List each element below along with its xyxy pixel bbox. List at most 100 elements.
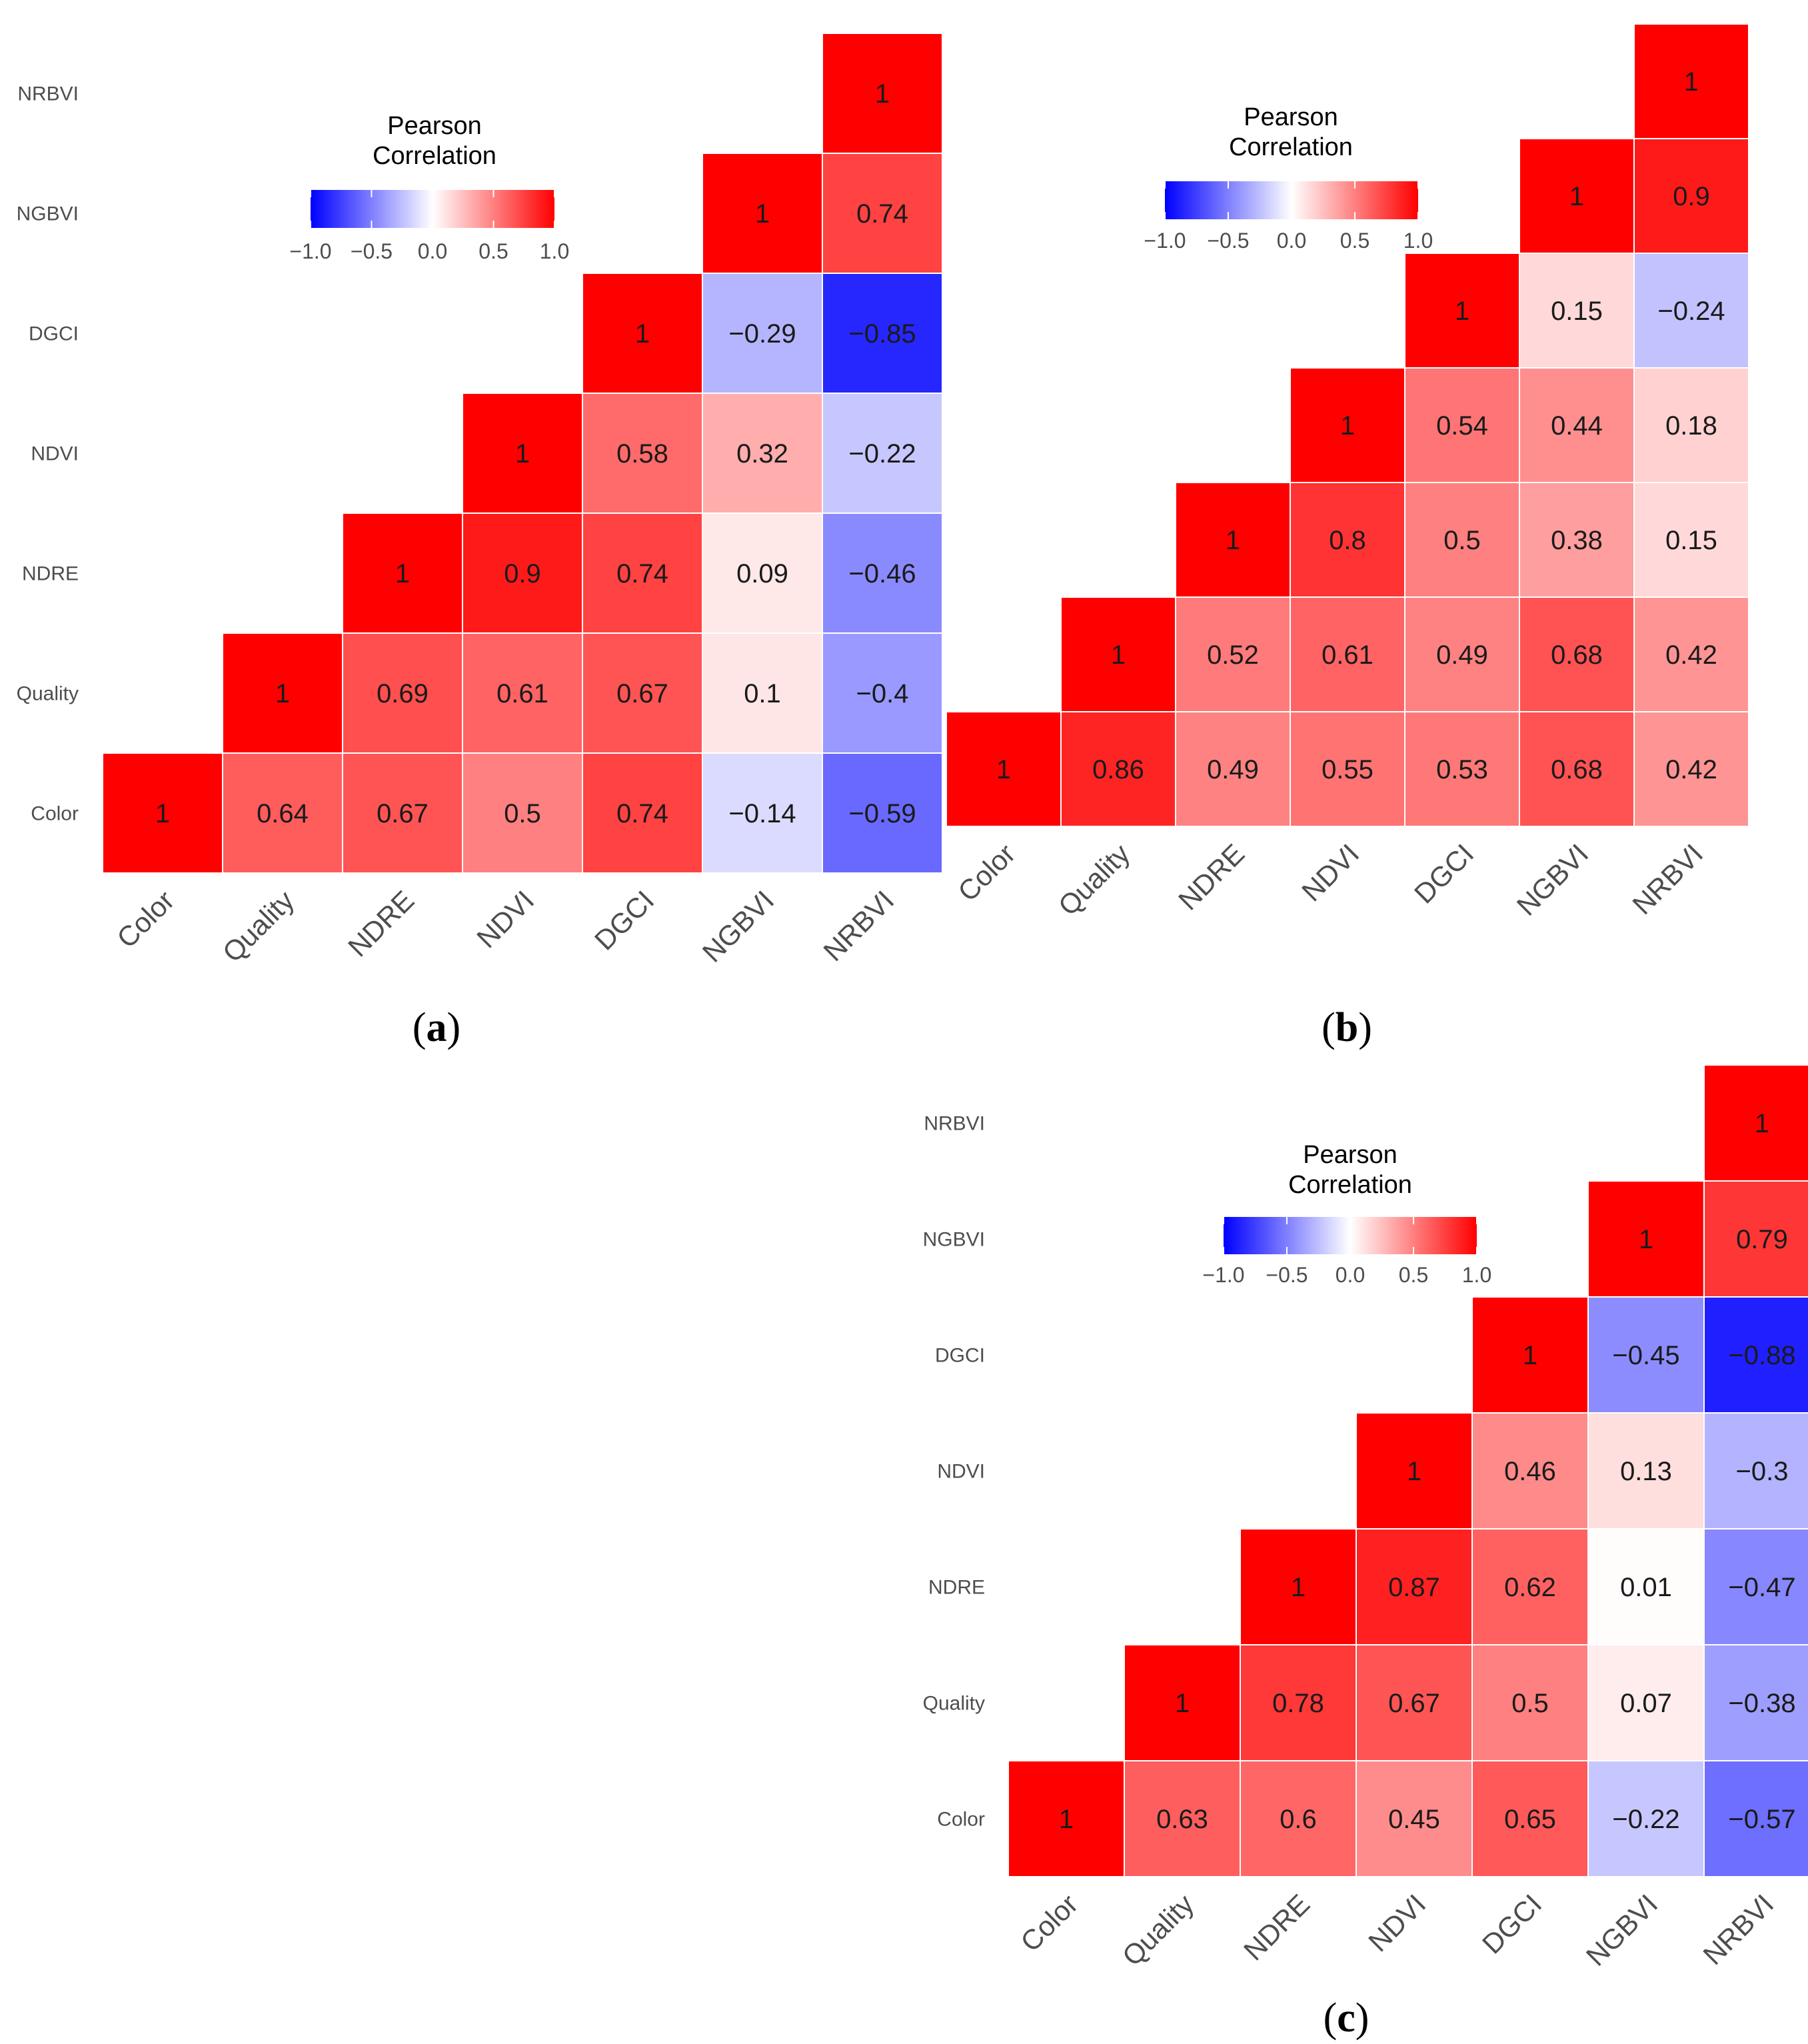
cell-value-label: 0.5 xyxy=(1443,526,1481,555)
y-axis-label: NDVI xyxy=(937,1461,985,1483)
x-axis-label: NDRE xyxy=(1172,838,1250,916)
heatmap-cell xyxy=(1519,482,1635,598)
legend-tick-label: 0.5 xyxy=(1340,229,1369,253)
cell-value-label: 1 xyxy=(515,439,530,469)
heatmap-cell xyxy=(1124,1760,1241,1877)
cell-value-label: 0.07 xyxy=(1620,1689,1672,1718)
x-axis-label: DGCI xyxy=(1476,1888,1547,1959)
y-axis-label: Color xyxy=(31,803,79,825)
heatmap-cell xyxy=(1633,367,1749,483)
cell-value-label: 0.52 xyxy=(1207,640,1259,670)
legend-tick-label: −0.5 xyxy=(1266,1263,1308,1287)
heatmap-cell xyxy=(462,752,583,874)
cell-value-label: 0.49 xyxy=(1436,640,1488,670)
heatmap-cell xyxy=(1703,1528,1808,1645)
legend-tick-label: 1.0 xyxy=(540,239,569,263)
cell-value-label: 0.49 xyxy=(1207,755,1259,784)
cell-value-label: 0.42 xyxy=(1665,755,1717,784)
heatmap-cell xyxy=(702,393,823,514)
cell-value-label: 1 xyxy=(1523,1341,1537,1370)
heatmap-cell xyxy=(1633,711,1749,827)
legend-title: Correlation xyxy=(373,142,496,170)
cell-value-label: −0.47 xyxy=(1728,1573,1795,1602)
heatmap-cell xyxy=(1703,1644,1808,1761)
x-axis-label: NDVI xyxy=(1296,838,1365,907)
heatmap-cell xyxy=(1290,482,1405,598)
cell-value-label: 1 xyxy=(1407,1457,1421,1486)
heatmap-cell xyxy=(1240,1644,1357,1761)
cell-value-label: 0.09 xyxy=(736,559,788,588)
heatmap-cell xyxy=(1404,482,1520,598)
cell-value-label: 0.46 xyxy=(1504,1457,1556,1486)
x-axis-label: Quality xyxy=(1052,838,1136,922)
cell-value-label: 0.6 xyxy=(1280,1805,1317,1834)
cell-value-label: 1 xyxy=(1455,297,1469,326)
heatmap-cell xyxy=(1471,1528,1589,1645)
y-axis-label: NRBVI xyxy=(17,83,79,105)
heatmap-cell xyxy=(1703,1180,1808,1298)
heatmap-cell xyxy=(702,512,823,634)
heatmap-cell xyxy=(1290,367,1405,483)
heatmap-cell xyxy=(1587,1296,1705,1414)
cell-value-label: 0.78 xyxy=(1272,1689,1324,1718)
heatmap-cell xyxy=(822,153,943,274)
cell-value-label: 0.68 xyxy=(1551,755,1603,784)
y-axis-label: NDRE xyxy=(928,1577,985,1599)
x-axis-label: Color xyxy=(952,838,1021,907)
x-axis-label: DGCI xyxy=(1408,838,1479,909)
x-axis-label: NRBVI xyxy=(1626,838,1709,920)
heatmap-cell xyxy=(1471,1412,1589,1530)
heatmap-cell xyxy=(1124,1644,1241,1761)
cell-value-label: −0.24 xyxy=(1657,297,1725,326)
cell-value-label: 0.55 xyxy=(1322,755,1373,784)
cell-value-label: −0.22 xyxy=(848,439,916,469)
heatmap-cell xyxy=(822,632,943,754)
cell-value-label: 1 xyxy=(275,679,290,708)
x-axis-label: Quality xyxy=(1116,1888,1200,1972)
cell-value-label: 0.18 xyxy=(1665,411,1717,441)
cell-value-label: −0.4 xyxy=(856,679,909,708)
cell-value-label: −0.88 xyxy=(1728,1341,1795,1370)
cell-value-label: 0.64 xyxy=(257,799,309,828)
cell-value-label: −0.45 xyxy=(1612,1341,1679,1370)
y-axis-label: NDVI xyxy=(31,443,79,465)
cell-value-label: 0.68 xyxy=(1551,640,1603,670)
legend-tick-label: −1.0 xyxy=(1202,1263,1244,1287)
heatmap-cell xyxy=(462,632,583,754)
cell-value-label: 0.5 xyxy=(504,799,541,828)
cell-value-label: −0.3 xyxy=(1736,1457,1789,1486)
heatmap-cell xyxy=(1175,596,1291,712)
heatmap-cell xyxy=(582,752,703,874)
cell-value-label: −0.59 xyxy=(848,799,916,828)
cell-value-label: 0.13 xyxy=(1620,1457,1672,1486)
cell-value-label: 1 xyxy=(996,755,1011,784)
heatmap-cell xyxy=(1175,482,1291,598)
heatmap-cell xyxy=(582,273,703,394)
x-axis-label: Color xyxy=(1014,1888,1084,1957)
x-axis-label: Quality xyxy=(217,884,301,968)
cell-value-label: 0.79 xyxy=(1736,1225,1788,1254)
x-axis-label: NGBVI xyxy=(696,884,780,968)
cell-value-label: 0.54 xyxy=(1436,411,1488,441)
y-axis-label: NDRE xyxy=(22,563,79,585)
x-axis-label: DGCI xyxy=(588,884,660,956)
legend-tick-label: −1.0 xyxy=(1144,229,1186,253)
heatmap-cell xyxy=(1404,711,1520,827)
heatmap-cell xyxy=(822,512,943,634)
cell-value-label: 1 xyxy=(1175,1689,1190,1718)
heatmap-cell xyxy=(1404,253,1520,369)
cell-value-label: −0.46 xyxy=(848,559,916,588)
heatmap-cell xyxy=(1519,253,1635,369)
cell-value-label: 1 xyxy=(1684,67,1699,97)
x-axis-label: NGBVI xyxy=(1511,838,1595,922)
heatmap-cell xyxy=(1404,596,1520,712)
legend-title: Pearson xyxy=(1244,103,1338,131)
legend-tick-label: −1.0 xyxy=(289,239,331,263)
panel-c: 1 0.63 0.6 0.45 0.65 −0.22 −0.57 1 0.78 0.67 0.5 0.… xyxy=(923,1064,1808,1972)
heatmap-cell xyxy=(102,752,223,874)
x-axis-label: NGBVI xyxy=(1580,1888,1664,1972)
legend-tick-label: 1.0 xyxy=(1403,229,1433,253)
cell-value-label: 0.74 xyxy=(616,799,668,828)
heatmap-cell xyxy=(822,273,943,394)
